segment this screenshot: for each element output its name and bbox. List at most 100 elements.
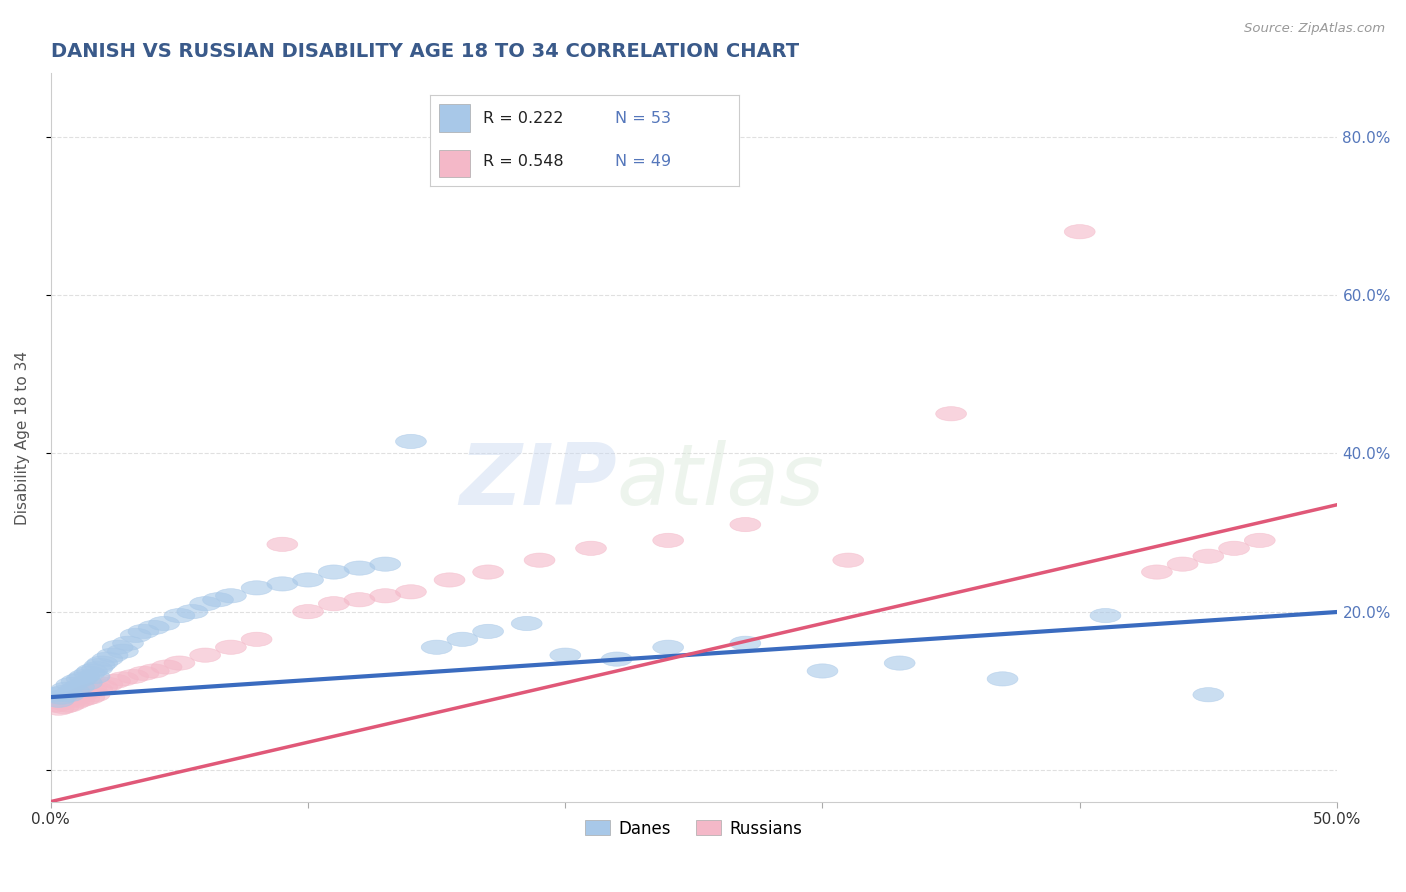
- Ellipse shape: [318, 597, 349, 611]
- Ellipse shape: [602, 652, 633, 666]
- Ellipse shape: [935, 407, 966, 421]
- Ellipse shape: [118, 669, 149, 683]
- Ellipse shape: [53, 688, 84, 702]
- Ellipse shape: [79, 669, 110, 683]
- Ellipse shape: [53, 698, 84, 712]
- Ellipse shape: [434, 573, 465, 587]
- Ellipse shape: [63, 680, 94, 694]
- Ellipse shape: [97, 648, 128, 662]
- Ellipse shape: [652, 533, 683, 548]
- Ellipse shape: [242, 632, 271, 647]
- Ellipse shape: [56, 677, 87, 691]
- Text: atlas: atlas: [617, 440, 825, 523]
- Ellipse shape: [152, 660, 181, 674]
- Ellipse shape: [292, 573, 323, 587]
- Ellipse shape: [60, 674, 91, 689]
- Ellipse shape: [103, 640, 134, 655]
- Ellipse shape: [75, 690, 105, 704]
- Ellipse shape: [59, 683, 90, 698]
- Ellipse shape: [45, 690, 76, 704]
- Ellipse shape: [69, 691, 100, 706]
- Ellipse shape: [832, 553, 863, 567]
- Ellipse shape: [44, 701, 75, 715]
- Ellipse shape: [128, 624, 159, 639]
- Ellipse shape: [730, 636, 761, 650]
- Ellipse shape: [242, 581, 271, 595]
- Ellipse shape: [82, 662, 112, 676]
- Ellipse shape: [66, 688, 97, 702]
- Ellipse shape: [75, 666, 105, 681]
- Ellipse shape: [165, 608, 195, 623]
- Ellipse shape: [44, 693, 75, 707]
- Ellipse shape: [66, 672, 97, 686]
- Y-axis label: Disability Age 18 to 34: Disability Age 18 to 34: [15, 351, 30, 524]
- Ellipse shape: [1090, 608, 1121, 623]
- Ellipse shape: [202, 592, 233, 607]
- Ellipse shape: [512, 616, 543, 631]
- Ellipse shape: [575, 541, 606, 556]
- Ellipse shape: [292, 605, 323, 619]
- Ellipse shape: [149, 616, 180, 631]
- Ellipse shape: [41, 688, 72, 702]
- Ellipse shape: [190, 597, 221, 611]
- Ellipse shape: [107, 644, 138, 658]
- Ellipse shape: [395, 585, 426, 599]
- Ellipse shape: [87, 656, 118, 670]
- Ellipse shape: [1167, 557, 1198, 571]
- Ellipse shape: [87, 680, 118, 694]
- Ellipse shape: [76, 664, 107, 678]
- Ellipse shape: [215, 589, 246, 603]
- Ellipse shape: [41, 698, 72, 712]
- Text: Source: ZipAtlas.com: Source: ZipAtlas.com: [1244, 22, 1385, 36]
- Ellipse shape: [72, 685, 103, 699]
- Ellipse shape: [48, 685, 79, 699]
- Ellipse shape: [100, 674, 131, 689]
- Ellipse shape: [51, 682, 82, 697]
- Ellipse shape: [1192, 549, 1223, 564]
- Ellipse shape: [447, 632, 478, 647]
- Ellipse shape: [60, 690, 91, 704]
- Ellipse shape: [987, 672, 1018, 686]
- Ellipse shape: [84, 658, 115, 673]
- Ellipse shape: [472, 624, 503, 639]
- Ellipse shape: [76, 683, 107, 698]
- Ellipse shape: [524, 553, 555, 567]
- Text: DANISH VS RUSSIAN DISABILITY AGE 18 TO 34 CORRELATION CHART: DANISH VS RUSSIAN DISABILITY AGE 18 TO 3…: [51, 42, 799, 61]
- Ellipse shape: [177, 605, 208, 619]
- Ellipse shape: [884, 656, 915, 670]
- Ellipse shape: [107, 672, 138, 686]
- Ellipse shape: [72, 676, 103, 690]
- Ellipse shape: [69, 669, 100, 683]
- Ellipse shape: [91, 677, 122, 691]
- Ellipse shape: [59, 696, 90, 710]
- Ellipse shape: [344, 561, 375, 575]
- Ellipse shape: [121, 628, 152, 642]
- Ellipse shape: [550, 648, 581, 662]
- Ellipse shape: [128, 666, 159, 681]
- Ellipse shape: [472, 565, 503, 579]
- Ellipse shape: [165, 656, 195, 670]
- Ellipse shape: [138, 664, 169, 678]
- Text: ZIP: ZIP: [460, 440, 617, 523]
- Ellipse shape: [190, 648, 221, 662]
- Ellipse shape: [395, 434, 426, 449]
- Ellipse shape: [267, 537, 298, 551]
- Ellipse shape: [422, 640, 453, 655]
- Ellipse shape: [1142, 565, 1173, 579]
- Ellipse shape: [45, 696, 76, 710]
- Ellipse shape: [730, 517, 761, 532]
- Ellipse shape: [318, 565, 349, 579]
- Ellipse shape: [91, 652, 122, 666]
- Ellipse shape: [1192, 688, 1223, 702]
- Ellipse shape: [1064, 225, 1095, 239]
- Ellipse shape: [267, 577, 298, 591]
- Ellipse shape: [370, 557, 401, 571]
- Legend: Danes, Russians: Danes, Russians: [579, 813, 808, 844]
- Ellipse shape: [63, 693, 94, 707]
- Ellipse shape: [138, 620, 169, 634]
- Ellipse shape: [51, 693, 82, 707]
- Ellipse shape: [807, 664, 838, 678]
- Ellipse shape: [112, 636, 143, 650]
- Ellipse shape: [48, 699, 79, 714]
- Ellipse shape: [1219, 541, 1250, 556]
